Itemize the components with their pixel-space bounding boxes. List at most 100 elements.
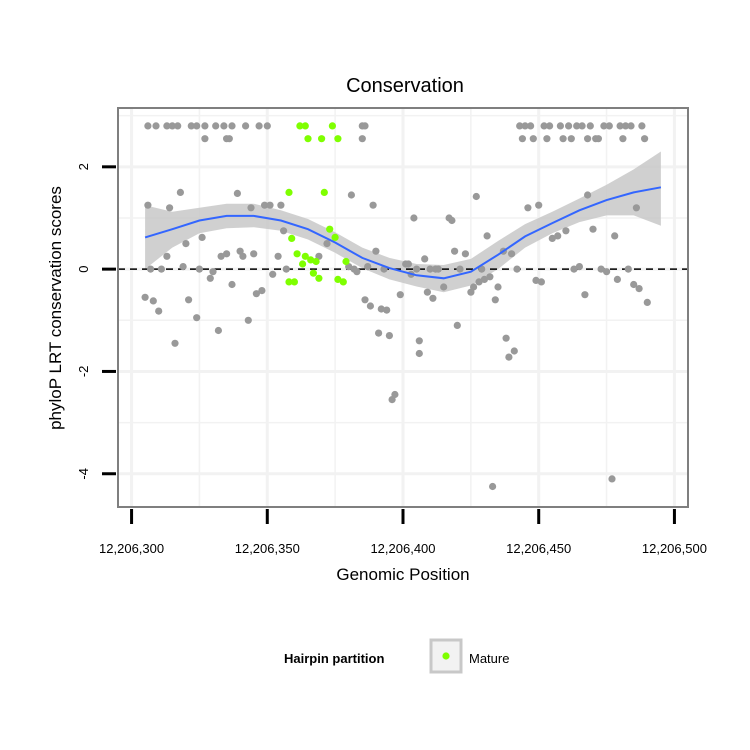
mature-point — [301, 122, 309, 130]
other-point — [600, 122, 608, 130]
other-point — [252, 290, 260, 298]
other-point — [453, 321, 461, 329]
other-point — [195, 265, 203, 273]
other-point — [548, 234, 556, 242]
mature-point — [309, 269, 317, 277]
other-point — [377, 305, 385, 313]
mature-point — [328, 122, 336, 130]
other-point — [410, 214, 418, 222]
panel-border — [117, 107, 689, 508]
mature-point — [331, 233, 339, 241]
other-point — [163, 252, 171, 260]
mature-point — [315, 274, 323, 282]
y-axis: -4 -2 0 2 — [76, 163, 116, 480]
other-point — [535, 201, 543, 209]
other-point — [605, 122, 613, 130]
other-point — [638, 122, 646, 130]
other-point — [470, 283, 478, 291]
other-point — [584, 135, 592, 143]
other-point — [323, 240, 331, 248]
other-point — [546, 122, 554, 130]
other-point — [472, 192, 480, 201]
other-point — [358, 135, 366, 143]
x-tick-label: 12,206,400 — [370, 541, 435, 556]
other-point — [494, 283, 502, 291]
other-point — [375, 329, 383, 337]
other-point — [483, 232, 491, 240]
other-point — [223, 250, 231, 258]
other-point — [510, 347, 518, 355]
other-point — [217, 252, 225, 260]
other-point — [573, 122, 581, 130]
mature-point — [299, 260, 307, 268]
other-point — [456, 265, 464, 273]
other-point — [505, 353, 513, 361]
other-point — [584, 191, 592, 199]
other-point — [475, 278, 483, 286]
legend-title: Hairpin partition — [284, 651, 384, 666]
other-point — [586, 122, 594, 130]
other-point — [157, 265, 165, 273]
other-point — [624, 265, 632, 273]
other-point — [567, 135, 575, 143]
legend-label-mature: Mature — [469, 651, 509, 666]
other-point — [415, 349, 423, 358]
y-tick-label: -4 — [76, 468, 91, 480]
other-point — [220, 122, 228, 130]
panel-border-layer — [117, 107, 689, 508]
mature-point — [290, 278, 298, 286]
other-point — [144, 201, 152, 209]
other-point — [201, 135, 209, 143]
other-point — [244, 316, 252, 324]
other-point — [581, 291, 589, 299]
other-point — [616, 122, 624, 130]
plot-panel — [118, 108, 688, 507]
other-point — [155, 307, 163, 315]
other-point — [622, 122, 630, 130]
x-axis: 12,206,300 12,206,350 12,206,400 12,206,450… — [99, 509, 707, 556]
other-point — [361, 122, 369, 130]
other-point — [513, 265, 521, 273]
mature-point — [334, 135, 342, 143]
other-point — [516, 122, 524, 130]
mature-point — [307, 256, 315, 264]
other-point — [543, 135, 551, 143]
other-point — [578, 122, 586, 130]
x-tick-label: 12,206,300 — [99, 541, 164, 556]
other-point — [421, 255, 429, 263]
other-point — [502, 334, 510, 342]
other-point — [589, 225, 597, 233]
other-point — [233, 189, 241, 197]
other-point — [372, 247, 380, 255]
other-point — [562, 227, 570, 235]
other-point — [266, 201, 274, 209]
y-tick-label: 0 — [76, 265, 91, 272]
other-point — [149, 297, 157, 305]
other-point — [152, 122, 160, 130]
other-point — [491, 296, 499, 304]
other-point — [415, 337, 423, 345]
other-point — [565, 122, 573, 130]
other-point — [575, 263, 584, 271]
other-point — [423, 288, 431, 296]
other-point — [597, 265, 605, 273]
other-point — [366, 302, 374, 310]
other-point — [247, 204, 255, 212]
other-point — [632, 204, 641, 212]
other-point — [166, 204, 174, 212]
other-point — [413, 265, 421, 273]
other-point — [429, 294, 437, 302]
other-point — [529, 135, 537, 143]
mature-point — [288, 234, 296, 242]
other-point — [540, 122, 548, 130]
legend-key-mature-dot — [442, 652, 450, 660]
other-point — [451, 247, 459, 255]
other-point — [179, 263, 187, 271]
other-point — [627, 122, 635, 130]
other-point — [440, 283, 448, 291]
other-point — [242, 122, 250, 130]
other-point — [518, 135, 527, 143]
other-point — [527, 122, 535, 130]
mature-point — [285, 278, 293, 286]
other-point — [559, 135, 567, 143]
